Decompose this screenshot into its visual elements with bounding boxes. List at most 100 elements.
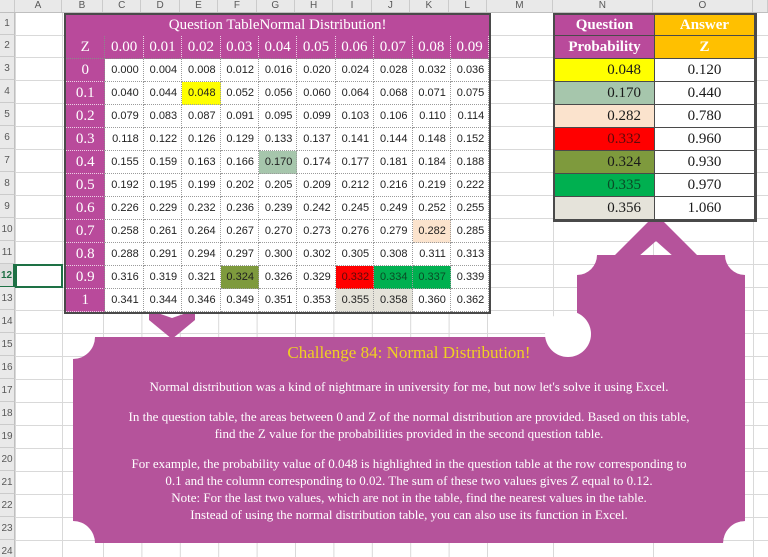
z-table-cell[interactable]: 0.339	[450, 266, 490, 289]
row-header-1[interactable]: 1	[0, 13, 15, 35]
z-table-cell[interactable]: 0.044	[143, 82, 183, 105]
z-table-cell[interactable]: 0.264	[182, 220, 221, 243]
column-header-K[interactable]: K	[410, 0, 449, 12]
probability-cell[interactable]: 0.356	[555, 197, 655, 220]
z-table-cell[interactable]: 0.087	[182, 105, 221, 128]
z-table-cell[interactable]: 0.095	[258, 105, 298, 128]
z-table-cell[interactable]: 0.188	[450, 151, 490, 174]
z-table-cell[interactable]: 0.308	[374, 243, 413, 266]
z-table-cell[interactable]: 0.341	[105, 289, 144, 312]
z-table-cell[interactable]: 0.205	[258, 174, 298, 197]
z-table-cell-highlight-olive[interactable]: 0.324	[220, 266, 259, 289]
z-table-cell[interactable]: 0.052	[220, 82, 259, 105]
z-table-cell[interactable]: 0.344	[143, 289, 183, 312]
row-header-21[interactable]: 21	[0, 471, 15, 494]
z-table-cell[interactable]: 0.245	[335, 197, 375, 220]
column-header-B[interactable]: B	[62, 0, 103, 12]
probability-cell[interactable]: 0.335	[555, 174, 655, 197]
z-row-header-0[interactable]: 0	[66, 59, 106, 82]
row-header-13[interactable]: 13	[0, 287, 15, 310]
z-table-cell[interactable]: 0.226	[105, 197, 144, 220]
z-table-cell[interactable]: 0.036	[450, 59, 490, 82]
z-table-cell[interactable]: 0.300	[258, 243, 298, 266]
column-header-F[interactable]: F	[218, 0, 257, 12]
z-col-header-0.06[interactable]: 0.06	[335, 36, 375, 59]
z-table-cell[interactable]: 0.255	[450, 197, 490, 220]
challenge-textbox[interactable]: Challenge 84: Normal Distribution! Norma…	[73, 340, 745, 536]
z-table-cell[interactable]: 0.222	[450, 174, 490, 197]
z-table-cell[interactable]: 0.326	[258, 266, 298, 289]
row-header-24[interactable]: 24	[0, 540, 15, 557]
z-table-cell[interactable]: 0.099	[297, 105, 336, 128]
z-table-cell[interactable]: 0.091	[220, 105, 259, 128]
z-table-cell[interactable]: 0.177	[335, 151, 375, 174]
column-header-M[interactable]: M	[487, 0, 553, 12]
z-table-cell[interactable]: 0.209	[297, 174, 336, 197]
row-header-18[interactable]: 18	[0, 402, 15, 425]
z-table-cell[interactable]: 0.148	[412, 128, 451, 151]
row-header-14[interactable]: 14	[0, 310, 15, 333]
z-table-cell[interactable]: 0.311	[412, 243, 451, 266]
z-table-cell[interactable]: 0.192	[105, 174, 144, 197]
z-table-cell[interactable]: 0.279	[374, 220, 413, 243]
z-table-cell[interactable]: 0.305	[335, 243, 375, 266]
z-table-cell[interactable]: 0.216	[374, 174, 413, 197]
row-header-23[interactable]: 23	[0, 517, 15, 540]
row-header-11[interactable]: 11	[0, 241, 15, 264]
z-table-cell[interactable]: 0.114	[450, 105, 490, 128]
z-table-cell[interactable]: 0.199	[182, 174, 221, 197]
z-table-cell[interactable]: 0.212	[335, 174, 375, 197]
z-col-header-0.04[interactable]: 0.04	[258, 36, 298, 59]
z-table-cell[interactable]: 0.273	[297, 220, 336, 243]
row-header-17[interactable]: 17	[0, 379, 15, 402]
z-table-cell[interactable]: 0.032	[412, 59, 451, 82]
z-table-cell[interactable]: 0.064	[335, 82, 375, 105]
row-header-8[interactable]: 8	[0, 172, 15, 195]
z-table-cell[interactable]: 0.060	[297, 82, 336, 105]
z-answer-cell[interactable]: 1.060	[655, 197, 755, 220]
z-table-cell[interactable]: 0.163	[182, 151, 221, 174]
z-col-header-0.01[interactable]: 0.01	[143, 36, 183, 59]
z-table-cell[interactable]: 0.000	[105, 59, 144, 82]
z-table-cell[interactable]: 0.141	[335, 128, 375, 151]
z-answer-cell[interactable]: 0.780	[655, 105, 755, 128]
column-header-I[interactable]: I	[333, 0, 372, 12]
z-table-cell-highlight-green[interactable]: 0.334	[374, 266, 413, 289]
z-table-cell[interactable]: 0.174	[297, 151, 336, 174]
z-table-cell[interactable]: 0.137	[297, 128, 336, 151]
z-table-cell[interactable]: 0.028	[374, 59, 413, 82]
z-table-cell[interactable]: 0.353	[297, 289, 336, 312]
z-row-header-1[interactable]: 1	[66, 289, 106, 312]
z-table-cell-highlight-green[interactable]: 0.337	[412, 266, 451, 289]
z-table-cell-highlight-gray[interactable]: 0.358	[374, 289, 413, 312]
row-header-6[interactable]: 6	[0, 126, 15, 149]
z-table-cell[interactable]: 0.159	[143, 151, 183, 174]
column-header-C[interactable]: C	[103, 0, 142, 12]
row-header-9[interactable]: 9	[0, 195, 15, 218]
z-table-cell[interactable]: 0.110	[412, 105, 451, 128]
probability-cell[interactable]: 0.332	[555, 128, 655, 151]
column-header-J[interactable]: J	[372, 0, 411, 12]
active-cell-outline[interactable]	[15, 264, 63, 288]
z-table-cell[interactable]: 0.362	[450, 289, 490, 312]
z-row-header-0.8[interactable]: 0.8	[66, 243, 106, 266]
z-table-cell[interactable]: 0.024	[335, 59, 375, 82]
z-table-cell[interactable]: 0.291	[143, 243, 183, 266]
row-header-12[interactable]: 12	[0, 264, 15, 287]
z-table-cell[interactable]: 0.294	[182, 243, 221, 266]
z-table-cell[interactable]: 0.126	[182, 128, 221, 151]
z-table-cell[interactable]: 0.122	[143, 128, 183, 151]
z-table-cell[interactable]: 0.184	[412, 151, 451, 174]
z-table-cell[interactable]: 0.144	[374, 128, 413, 151]
row-header-2[interactable]: 2	[0, 35, 15, 57]
row-header-19[interactable]: 19	[0, 425, 15, 448]
z-table-cell[interactable]: 0.313	[450, 243, 490, 266]
z-table-cell[interactable]: 0.297	[220, 243, 259, 266]
z-table-cell[interactable]: 0.079	[105, 105, 144, 128]
z-table-cell[interactable]: 0.071	[412, 82, 451, 105]
z-row-header-0.6[interactable]: 0.6	[66, 197, 106, 220]
column-header-G[interactable]: G	[257, 0, 295, 12]
z-table-cell[interactable]: 0.083	[143, 105, 183, 128]
z-col-header-0.09[interactable]: 0.09	[450, 36, 490, 59]
row-header-7[interactable]: 7	[0, 149, 15, 172]
